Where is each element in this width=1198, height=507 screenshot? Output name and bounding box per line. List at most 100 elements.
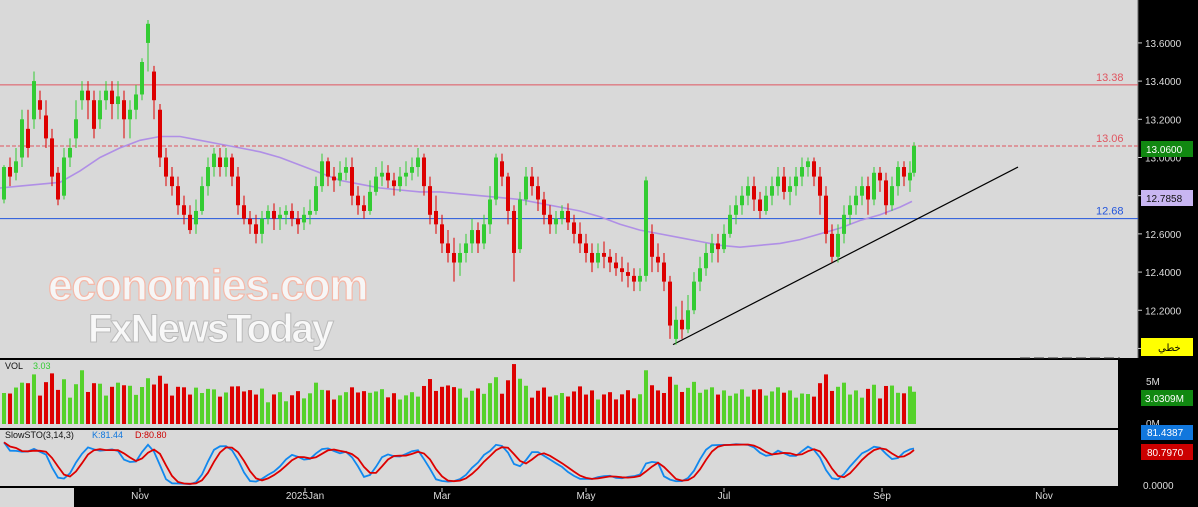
price-tick-label: 12.2000	[1145, 306, 1182, 317]
last-price-label: 13.0600	[1146, 145, 1183, 156]
candle-body	[560, 210, 564, 219]
volume-bar	[752, 389, 756, 424]
volume-bar	[626, 390, 630, 424]
candle-body	[476, 230, 480, 244]
candle-body	[272, 210, 276, 219]
candle-body	[542, 199, 546, 215]
candle-body	[230, 157, 234, 177]
volume-bar	[656, 390, 660, 424]
candle-body	[746, 186, 750, 196]
volume-bar	[818, 383, 822, 424]
volume-bar	[212, 389, 216, 424]
candle-body	[416, 157, 420, 168]
volume-bar	[242, 391, 246, 424]
candle-body	[482, 224, 486, 244]
oscillator-title: SlowSTO(3,14,3)	[5, 430, 74, 440]
volume-bar	[602, 394, 606, 424]
volume-bar	[770, 391, 774, 424]
volume-bar	[92, 383, 96, 424]
d-value-badge	[1141, 444, 1193, 460]
volume-bar	[824, 374, 828, 424]
volume-bar	[284, 401, 288, 424]
candle-body	[158, 109, 162, 158]
volume-bar	[530, 397, 534, 424]
axis-labels: Nov 2025Jan Mar May Jul Sep Nov	[131, 488, 1053, 502]
candle-body	[818, 176, 822, 196]
line-tool-badge[interactable]	[1141, 338, 1193, 356]
watermark-economies: economies.com	[48, 261, 368, 310]
volume-bar	[506, 380, 510, 424]
volume-bar	[254, 394, 258, 424]
candle-body	[584, 243, 588, 253]
volume-bar	[164, 383, 168, 424]
k-value-badge	[1141, 425, 1193, 440]
candle-body	[590, 252, 594, 263]
volume-bar	[56, 389, 60, 424]
candle-body	[32, 81, 36, 120]
candle-body	[176, 186, 180, 206]
time-tick-label: Mar	[433, 491, 451, 502]
candle-body	[668, 281, 672, 326]
volume-bar	[614, 399, 618, 424]
volume-last-badge	[1141, 390, 1193, 406]
candle-body	[194, 210, 198, 225]
volume-bar	[44, 382, 48, 424]
time-tick-label: Nov	[1035, 491, 1053, 502]
volume-bar	[230, 386, 234, 424]
price-panel-bg	[0, 0, 1138, 358]
volume-bar	[890, 385, 894, 424]
volume-bar	[794, 397, 798, 424]
volume-bar	[122, 385, 126, 424]
price-tick-label: 13.0000	[1145, 153, 1182, 164]
candle-body	[500, 161, 504, 177]
candle-body	[878, 172, 882, 181]
volume-bar	[788, 390, 792, 424]
candle-body	[302, 214, 306, 223]
candle-body	[554, 218, 558, 225]
candle-body	[50, 138, 54, 177]
candle-body	[410, 167, 414, 173]
volume-bar	[194, 387, 198, 424]
candle-body	[518, 199, 522, 250]
candle-body	[140, 62, 144, 95]
candle-body	[614, 262, 618, 269]
candle-body	[314, 186, 318, 211]
volume-bar	[434, 390, 438, 424]
volume-bar	[188, 394, 192, 424]
volume-bar	[476, 388, 480, 424]
volume-bar	[902, 393, 906, 424]
volume-bar	[320, 389, 324, 424]
candle-body	[104, 90, 108, 101]
candle-body	[494, 157, 498, 200]
time-tick-label: May	[577, 491, 596, 502]
level-label-12.68: 12.68	[1096, 206, 1124, 218]
volume-bar	[332, 399, 336, 424]
candle-body	[92, 100, 96, 129]
time-axis-left	[0, 488, 74, 507]
volume-bar	[68, 397, 72, 424]
candle-body	[566, 210, 570, 223]
volume-bar	[158, 375, 162, 424]
candle-body	[782, 176, 786, 192]
candle-body	[686, 310, 690, 330]
volume-bar	[590, 390, 594, 424]
volume-bar	[74, 384, 78, 424]
volume-bar	[272, 394, 276, 424]
volume-bar	[134, 394, 138, 424]
price-tick-label: 12.6000	[1145, 230, 1182, 241]
candle-body	[422, 157, 426, 187]
volume-bar	[374, 391, 378, 424]
candle-body	[404, 172, 408, 177]
oscillator-k-label: K:81.44	[92, 430, 123, 440]
volume-bar	[386, 397, 390, 424]
volume-bar	[650, 385, 654, 424]
volume-bar	[2, 393, 6, 424]
volume-bar	[494, 377, 498, 424]
volume-bar	[524, 385, 528, 424]
candle-body	[344, 167, 348, 173]
time-axis-bg	[74, 488, 1118, 507]
volume-bar	[350, 387, 354, 424]
volume-bar	[338, 395, 342, 424]
line-tool-label[interactable]: خطي	[1158, 343, 1181, 354]
volume-bar	[452, 387, 456, 424]
